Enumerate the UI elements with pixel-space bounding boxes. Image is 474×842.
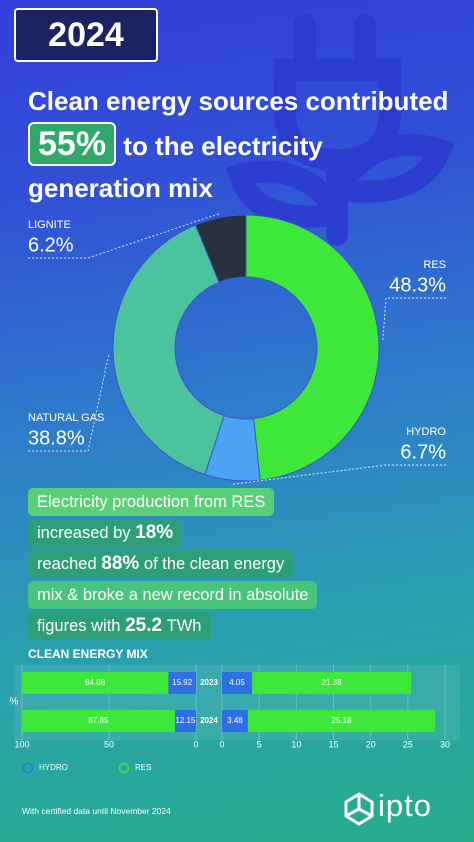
leaf-left — [226, 160, 348, 228]
info-line: reached 88% of the clean energy — [28, 550, 294, 578]
info-text: of the clean energy — [143, 555, 285, 573]
slice-value: 6.2% — [28, 234, 74, 256]
leader-line — [28, 353, 110, 452]
bar — [22, 710, 175, 732]
info-line: Electricity production from RES — [28, 488, 275, 516]
info-text: reached — [37, 555, 97, 573]
info-line: mix & broke a new record in absolute — [28, 581, 318, 609]
legend-swatch — [118, 762, 130, 774]
bar-value: 15.92 — [172, 678, 193, 687]
bar — [247, 710, 436, 732]
bar-value: 21.38 — [322, 678, 343, 687]
category-label: 2023 — [200, 678, 218, 687]
x-tick-label: 0 — [193, 739, 198, 749]
category-label: 2024 — [200, 716, 218, 725]
bar-value: 84.08 — [85, 678, 106, 687]
legend-label: HYDRO — [39, 763, 68, 772]
bar-value: 3.48 — [227, 716, 243, 725]
logo: ipto — [344, 788, 432, 826]
headline-text: to the electricity generation mix — [28, 131, 323, 203]
plug-pins — [294, 14, 376, 71]
x-tick-label: 20 — [366, 739, 376, 749]
slice-label: HYDRO — [406, 426, 446, 438]
legend-label: RES — [135, 763, 151, 772]
bar — [222, 672, 253, 694]
plug-icon — [226, 14, 455, 246]
footnote: With certified data until November 2024 — [22, 806, 171, 816]
legend-swatch — [22, 762, 34, 774]
donut-slice — [194, 214, 247, 283]
info-highlight: 25.2 — [125, 615, 163, 636]
leader-line — [231, 464, 446, 485]
year-badge: 2024 — [14, 8, 158, 62]
donut-slice — [112, 224, 225, 476]
leaf-right — [329, 133, 455, 203]
slice-label: RES — [423, 259, 446, 271]
slice-value: 48.3% — [389, 274, 446, 296]
leader-line — [28, 213, 220, 259]
leader-line — [382, 297, 446, 341]
chart-title: CLEAN ENERGY MIX — [28, 647, 148, 661]
bar — [222, 710, 248, 732]
info-text: mix & broke a new record in absolute — [37, 586, 309, 604]
bar-value: 4.05 — [229, 678, 245, 687]
headline-highlight: 55% — [28, 122, 117, 166]
bar — [22, 672, 169, 694]
bar — [174, 710, 196, 732]
bar — [168, 672, 196, 694]
bar — [252, 672, 412, 694]
info-line: figures with 25.2 TWh — [28, 612, 211, 640]
headline: Clean energy sources contributed 55% to … — [28, 80, 458, 209]
x-tick-label: 50 — [104, 739, 114, 749]
bar-value: 87.85 — [88, 716, 109, 725]
y-axis-label: % — [10, 697, 19, 708]
slice-value: 38.8% — [28, 427, 85, 449]
x-tick-label: 10 — [291, 739, 301, 749]
bar-value: 25.18 — [331, 716, 352, 725]
x-tick-label: 15 — [328, 739, 338, 749]
info-line: increased by 18% — [28, 519, 183, 547]
info-text: TWh — [166, 617, 202, 635]
x-tick-label: 5 — [257, 739, 262, 749]
info-box: Electricity production from RES increased… — [28, 488, 318, 643]
slice-label: NATURAL GAS — [28, 412, 104, 424]
logo-icon — [344, 792, 374, 826]
info-highlight: 18% — [135, 522, 174, 543]
logo-text: ipto — [378, 788, 432, 823]
x-tick-label: 25 — [403, 739, 413, 749]
x-tick-label: 100 — [14, 739, 29, 749]
slice-value: 6.7% — [400, 441, 446, 463]
info-highlight: 88% — [101, 553, 140, 574]
info-text: figures with — [37, 617, 121, 635]
info-text: increased by — [37, 524, 131, 542]
donut-slice — [245, 214, 380, 481]
x-tick-label: 0 — [219, 739, 224, 749]
bar-value: 12.15 — [175, 716, 196, 725]
slice-label: LIGNITE — [28, 219, 71, 231]
headline-text: Clean energy sources contributed — [28, 86, 449, 116]
info-text: Electricity production from RES — [37, 493, 266, 511]
x-tick-label: 30 — [440, 739, 450, 749]
